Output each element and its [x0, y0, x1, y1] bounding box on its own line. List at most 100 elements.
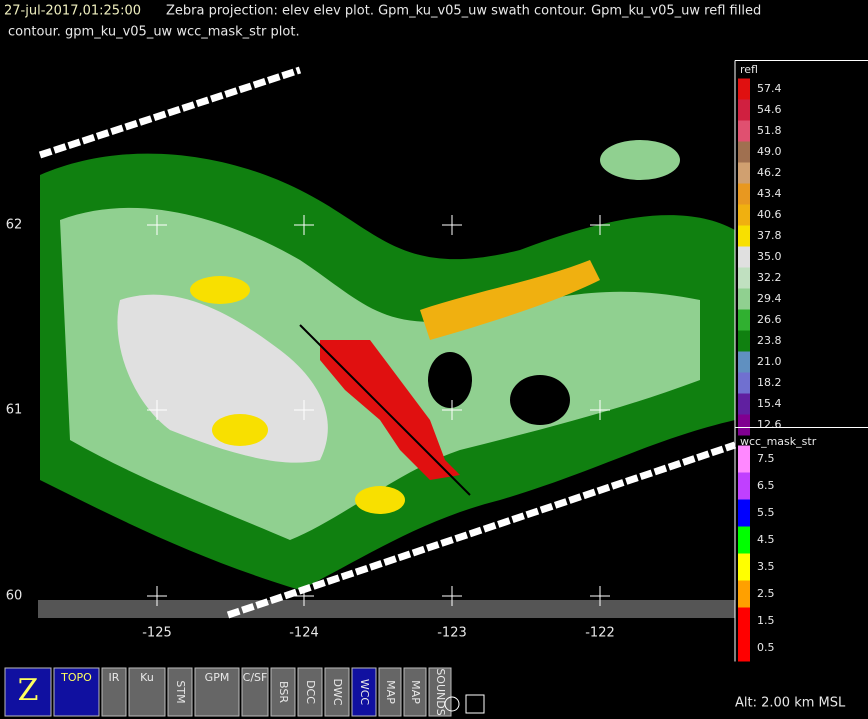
legend-label: 4.5	[757, 533, 775, 546]
toolbar-label: IR	[109, 671, 120, 684]
toolbar-button[interactable]	[128, 667, 166, 717]
wcc-legend: wcc_mask_str 7.5 6.5 5.5 4.5 3.5 2.5 1.5 0.5	[734, 427, 868, 662]
toolbar-button[interactable]	[241, 667, 269, 717]
legend-label: 43.4	[757, 187, 782, 200]
legend-title: refl	[740, 63, 758, 76]
toolbar-label: DWC	[331, 678, 344, 705]
toolbar-icon[interactable]	[444, 696, 460, 712]
echo-gap	[428, 352, 472, 408]
x-tick-label: -124	[289, 626, 319, 641]
y-tick-label: 60	[6, 589, 23, 604]
toolbar-button[interactable]	[101, 667, 127, 717]
x-tick-label: -122	[585, 626, 615, 641]
echo-gap	[510, 375, 570, 425]
legend-swatch	[738, 120, 750, 142]
echo-region	[117, 294, 328, 463]
echo-region	[190, 276, 250, 304]
echo-region	[420, 260, 600, 340]
legend-swatch	[738, 309, 750, 331]
toolbar-label: MAP	[409, 680, 422, 704]
swath-edge	[38, 66, 302, 159]
legend-label: 2.5	[757, 587, 775, 600]
echo-region	[355, 486, 405, 514]
legend-label: 32.2	[757, 271, 782, 284]
toolbar-label: WCC	[358, 679, 371, 706]
legend-swatch	[738, 372, 750, 394]
legend-swatch	[738, 183, 750, 205]
toolbar-label: BSR	[277, 681, 290, 703]
toolbar-button[interactable]	[270, 667, 296, 717]
toolbar-label: MAP	[384, 680, 397, 704]
legend-label: 46.2	[757, 166, 782, 179]
toolbar-label: GPM	[205, 671, 230, 684]
toolbar-button[interactable]	[403, 667, 427, 717]
legend-swatch	[738, 351, 750, 373]
legend-label: 15.4	[757, 397, 782, 410]
legend-swatch	[738, 580, 750, 608]
toolbar-button[interactable]	[297, 667, 323, 717]
refl-legend: refl 57.4 54.6 51.8 49.0 46.2 43.4 40.6 37.8 35.0…	[734, 60, 868, 436]
toolbar-label: DCC	[304, 680, 317, 704]
toolbar-button[interactable]	[53, 667, 100, 717]
legend-label: 6.5	[757, 479, 775, 492]
legend-label: 5.5	[757, 506, 775, 519]
cross-section-line	[299, 324, 471, 496]
toolbar-label: C/SF	[243, 671, 268, 684]
legend-label: 57.4	[757, 82, 782, 95]
legend-label: 40.6	[757, 208, 782, 221]
legend-label: 23.8	[757, 334, 782, 347]
legend-swatch	[738, 634, 750, 662]
legend-label: 37.8	[757, 229, 782, 242]
echo-core	[320, 340, 460, 480]
toolbar-button[interactable]	[194, 667, 240, 717]
header-time: 27-jul-2017,01:25:00	[4, 4, 141, 19]
legend-swatch	[738, 204, 750, 226]
legend-swatch	[738, 526, 750, 554]
legend-label: 49.0	[757, 145, 782, 158]
legend-swatch	[738, 499, 750, 527]
toolbar-label: STM	[174, 680, 187, 703]
y-tick-label: 62	[6, 218, 23, 233]
echo-region	[600, 140, 680, 180]
grid-markers	[147, 215, 610, 606]
x-tick-label: -125	[142, 626, 172, 641]
toolbar-button[interactable]	[351, 667, 377, 717]
status-altitude: Alt: 2.00 km MSL	[735, 696, 846, 711]
toolbar-icon[interactable]	[465, 694, 485, 714]
toolbar-button[interactable]	[4, 667, 52, 717]
axis-labels: -125 -124 -123 -122 62 61 60	[6, 218, 615, 641]
toolbar-button[interactable]	[167, 667, 193, 717]
map-field	[38, 66, 737, 619]
legend-swatch	[738, 225, 750, 247]
legend-label: 1.5	[757, 614, 775, 627]
legend-label: 29.4	[757, 292, 782, 305]
header-line: Zebra projection: elev elev plot. Gpm_ku…	[166, 4, 761, 19]
legend-swatch	[738, 414, 750, 436]
legend-label: 26.6	[757, 313, 782, 326]
legend-label: 7.5	[757, 452, 775, 465]
legend-label: 35.0	[757, 250, 782, 263]
legend-label: 12.6	[757, 418, 782, 431]
toolbar-button[interactable]	[324, 667, 350, 717]
legend-swatch	[738, 445, 750, 473]
toolbar-label: SOUNDS	[434, 668, 447, 715]
x-tick-label: -123	[437, 626, 467, 641]
toolbar: Z TOPO IR Ku STM GPM C/SF BSR DCC DWC WCC MAP MAP SOU…	[4, 667, 452, 717]
legend-swatch	[738, 330, 750, 352]
legend-label: 21.0	[757, 355, 782, 368]
echo-region	[212, 414, 268, 446]
legend-swatch	[738, 99, 750, 121]
legend-swatch	[738, 393, 750, 415]
legend-label: 54.6	[757, 103, 782, 116]
legend-swatch	[738, 472, 750, 500]
y-tick-label: 61	[6, 403, 23, 418]
legend-label: 51.8	[757, 124, 782, 137]
ground-band	[38, 600, 735, 618]
legend-swatch	[738, 288, 750, 310]
toolbar-button[interactable]	[378, 667, 402, 717]
legend-swatch	[738, 162, 750, 184]
legend-swatch	[738, 267, 750, 289]
legend-swatch	[738, 78, 750, 100]
legend-label: 3.5	[757, 560, 775, 573]
